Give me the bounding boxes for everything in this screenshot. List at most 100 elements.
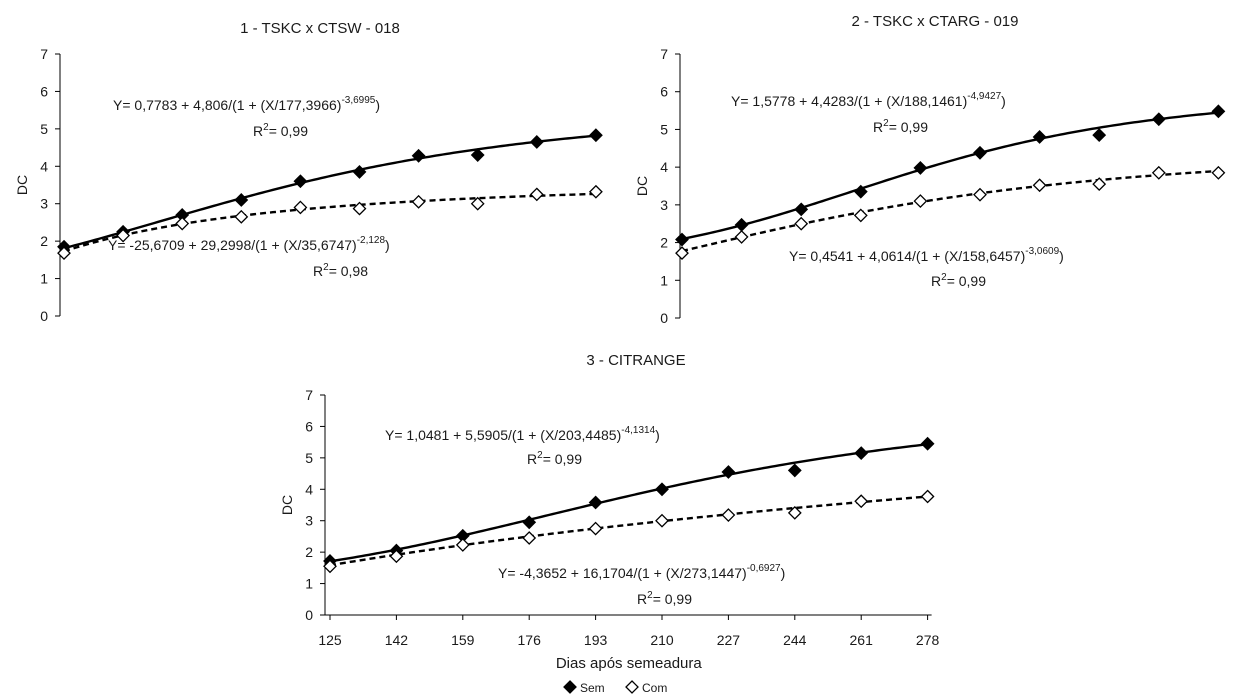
r-squared-exponent: 2	[883, 118, 889, 129]
y-tick-label: 4	[40, 158, 48, 174]
y-tick-label: 5	[305, 450, 313, 466]
data-point-sem	[352, 164, 367, 179]
r-squared-symbol: R	[931, 273, 941, 289]
chart-panel-2: 2 - TSKC x CTARG - 019 0 1 2 3 4 5 6 7 DC Y= 1,577…	[634, 13, 1226, 326]
data-point-sem	[794, 202, 809, 217]
equation-close: )	[781, 565, 786, 581]
data-point-sem	[721, 465, 736, 479]
r-squared-value: = 0,99	[889, 119, 929, 135]
data-point-com	[293, 200, 308, 215]
equation-main: Y= 0,4541 + 4,0614/(1 + (X/158,6457)	[789, 248, 1025, 264]
y-tick-label: 6	[660, 84, 668, 100]
data-point-sem	[1211, 104, 1226, 119]
r-squared-annotation: R2= 0,99	[527, 450, 582, 467]
r-squared-exponent: 2	[647, 590, 653, 601]
data-point-com	[323, 559, 337, 574]
equation-close: )	[655, 427, 660, 443]
r-squared-value: = 0,98	[329, 263, 369, 279]
x-tick-label: 193	[584, 632, 608, 648]
data-point-sem	[522, 515, 537, 530]
data-point-com	[411, 194, 426, 209]
data-point-com	[588, 521, 603, 536]
data-point-com	[234, 209, 249, 224]
y-axis-label: DC	[279, 495, 295, 515]
data-point-com	[522, 531, 537, 545]
data-point-com	[1092, 177, 1107, 192]
data-point-com	[389, 549, 404, 564]
equation-annotation: Y= 0,7783 + 4,806/(1 + (X/177,3966)-3,69…	[113, 95, 380, 113]
equation-annotation: Y= 0,4541 + 4,0614/(1 + (X/158,6457)-3,0…	[789, 246, 1064, 264]
y-tick-label: 1	[305, 576, 313, 592]
y-tick-label: 0	[305, 607, 313, 623]
equation-annotation: Y= -25,6709 + 29,2998/(1 + (X/35,6747)-2…	[108, 235, 390, 253]
fit-curve-com	[63, 192, 596, 253]
y-tick-label: 2	[305, 544, 313, 560]
r-squared-exponent: 2	[323, 262, 329, 273]
y-tick-label: 6	[40, 83, 48, 99]
chart-title: 2 - TSKC x CTARG - 019	[852, 13, 1019, 30]
r-squared-symbol: R	[527, 451, 537, 467]
x-tick-label: 125	[318, 632, 342, 648]
data-point-sem	[293, 174, 308, 189]
y-tick-label: 1	[40, 271, 48, 287]
data-point-sem	[787, 463, 802, 478]
equation-exponent: -4,9427	[967, 91, 1001, 102]
r-squared-annotation: R2= 0,99	[873, 118, 928, 135]
legend-marker-com	[625, 680, 639, 694]
equation-main: Y= 0,7783 + 4,806/(1 + (X/177,3966)	[113, 97, 341, 113]
r-squared-symbol: R	[253, 123, 263, 139]
chart-title: 3 - CITRANGE	[586, 352, 685, 369]
data-point-com	[675, 246, 689, 261]
y-tick-label: 2	[40, 233, 48, 249]
x-tick-label: 210	[650, 632, 674, 648]
r-squared-symbol: R	[873, 119, 883, 135]
equation-exponent: -3,0609	[1025, 246, 1059, 257]
y-tick-label: 7	[40, 46, 48, 62]
data-point-com	[57, 246, 71, 261]
equation-exponent: -2,128	[357, 235, 386, 246]
x-tick-label: 227	[717, 632, 741, 648]
chart-panel-1: 1 - TSKC x CTSW - 018 0 1 2 3 4 5 6 7 DC Y= 0,7783…	[14, 20, 603, 324]
data-point-com	[352, 201, 367, 216]
equation-exponent: -0,6927	[747, 563, 781, 574]
data-point-com	[853, 208, 868, 223]
data-point-com	[588, 184, 603, 199]
data-point-sem	[1032, 130, 1047, 144]
equation-close: )	[1001, 93, 1006, 109]
y-axis-label: DC	[14, 175, 30, 195]
x-axis-label: Dias após semeadura	[556, 655, 703, 672]
legend: Sem Com	[563, 680, 667, 695]
data-point-com	[854, 494, 869, 509]
r-squared-annotation: R2= 0,99	[637, 590, 692, 607]
data-point-sem	[234, 193, 249, 207]
r-squared-value: = 0,99	[543, 451, 583, 467]
data-point-sem	[1092, 128, 1107, 143]
data-point-sem	[853, 184, 868, 199]
equation-exponent: -3,6995	[341, 95, 375, 106]
y-tick-label: 5	[40, 121, 48, 137]
data-point-com	[920, 489, 935, 504]
x-tick-label: 261	[850, 632, 874, 648]
data-point-sem	[655, 482, 669, 497]
r-squared-value: = 0,99	[269, 123, 309, 139]
x-tick-label: 244	[783, 632, 807, 648]
data-point-com	[734, 229, 749, 244]
data-point-com	[794, 216, 809, 231]
r-squared-exponent: 2	[537, 450, 543, 461]
data-point-sem	[920, 436, 935, 451]
y-axis-label: DC	[634, 176, 650, 196]
data-point-com	[175, 216, 190, 231]
y-tick-label: 3	[40, 196, 48, 212]
fit-curve-com	[681, 169, 1219, 253]
y-tick-label: 7	[305, 387, 313, 403]
equation-main: Y= -4,3652 + 16,1704/(1 + (X/273,1447)	[498, 565, 747, 581]
equation-annotation: Y= 1,5778 + 4,4283/(1 + (X/188,1461)-4,9…	[731, 91, 1006, 109]
data-point-com	[1032, 178, 1047, 193]
equation-exponent: -4,1314	[621, 425, 655, 436]
equation-close: )	[375, 97, 380, 113]
fit-curve-sem	[63, 134, 597, 250]
y-tick-label: 4	[305, 481, 313, 497]
x-tick-label: 142	[385, 632, 409, 648]
y-tick-label: 2	[660, 235, 668, 251]
data-point-sem	[1151, 112, 1166, 127]
